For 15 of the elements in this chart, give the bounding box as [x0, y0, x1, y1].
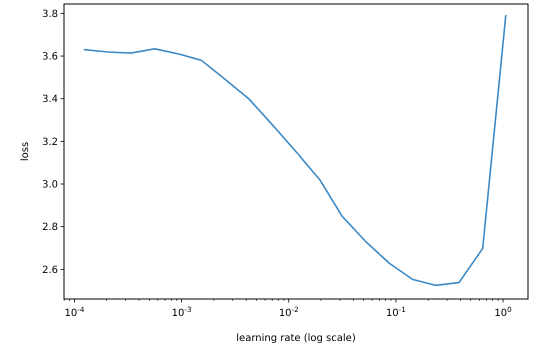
- x-axis-title: learning rate (log scale): [236, 333, 356, 344]
- y-axis-title: loss: [20, 142, 31, 162]
- y-tick-label: 3.0: [42, 180, 58, 191]
- y-tick-label: 2.6: [42, 264, 58, 276]
- x-tick-label: 10$^{0}$: [494, 304, 512, 319]
- y-tick-label: 3.4: [42, 94, 58, 106]
- x-tick-label: 10$^{-2}$: [278, 304, 299, 319]
- y-tick-label: 3.2: [42, 136, 58, 148]
- y-tick-label: 2.8: [42, 222, 58, 234]
- y-tick-label: 3.6: [42, 52, 58, 63]
- x-tick-label: 10$^{-1}$: [386, 304, 406, 319]
- x-tick-label: 10$^{-3}$: [172, 304, 192, 319]
- x-tick-label: 10$^{-4}$: [64, 304, 85, 319]
- line-series: [84, 14, 507, 286]
- y-tick-label: 3.8: [42, 8, 58, 20]
